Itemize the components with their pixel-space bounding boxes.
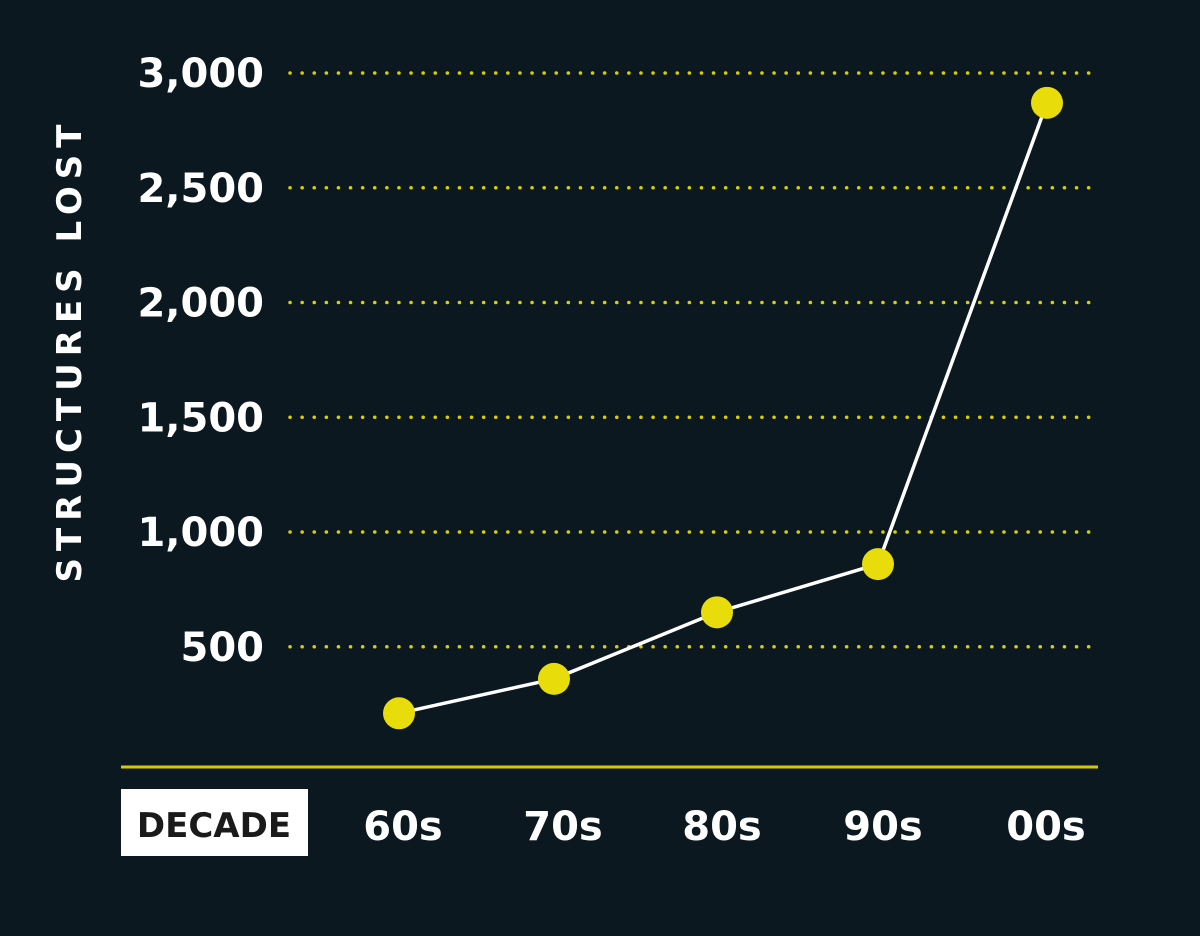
x-axis-title-box	[121, 789, 308, 856]
y-axis-title: STRUCTURES LOST	[50, 118, 90, 583]
x-tick-label: 70s	[523, 804, 602, 850]
x-tick-label: 60s	[363, 804, 442, 850]
x-tick-labels: 60s 70s 80s 90s 00s	[363, 804, 1085, 850]
y-tick-label: 500	[181, 625, 265, 671]
data-point	[862, 548, 894, 581]
data-point	[383, 697, 415, 730]
data-point	[538, 662, 570, 695]
y-tick-label: 2,500	[137, 166, 264, 212]
data-points	[383, 86, 1063, 730]
x-tick-label: 90s	[843, 804, 922, 850]
y-tick-labels: 500 1,000 1,500 2,000 2,500 3,000	[137, 51, 264, 671]
y-tick-label: 1,000	[137, 510, 264, 556]
x-tick-label: 00s	[1006, 804, 1085, 850]
data-point	[701, 596, 733, 629]
data-point	[1031, 86, 1063, 119]
x-axis-title: DECADE	[137, 806, 291, 846]
y-tick-label: 1,500	[137, 395, 264, 441]
x-tick-label: 80s	[682, 804, 761, 850]
gridlines	[288, 71, 1100, 649]
y-tick-label: 2,000	[137, 281, 264, 327]
y-tick-label: 3,000	[137, 51, 264, 97]
